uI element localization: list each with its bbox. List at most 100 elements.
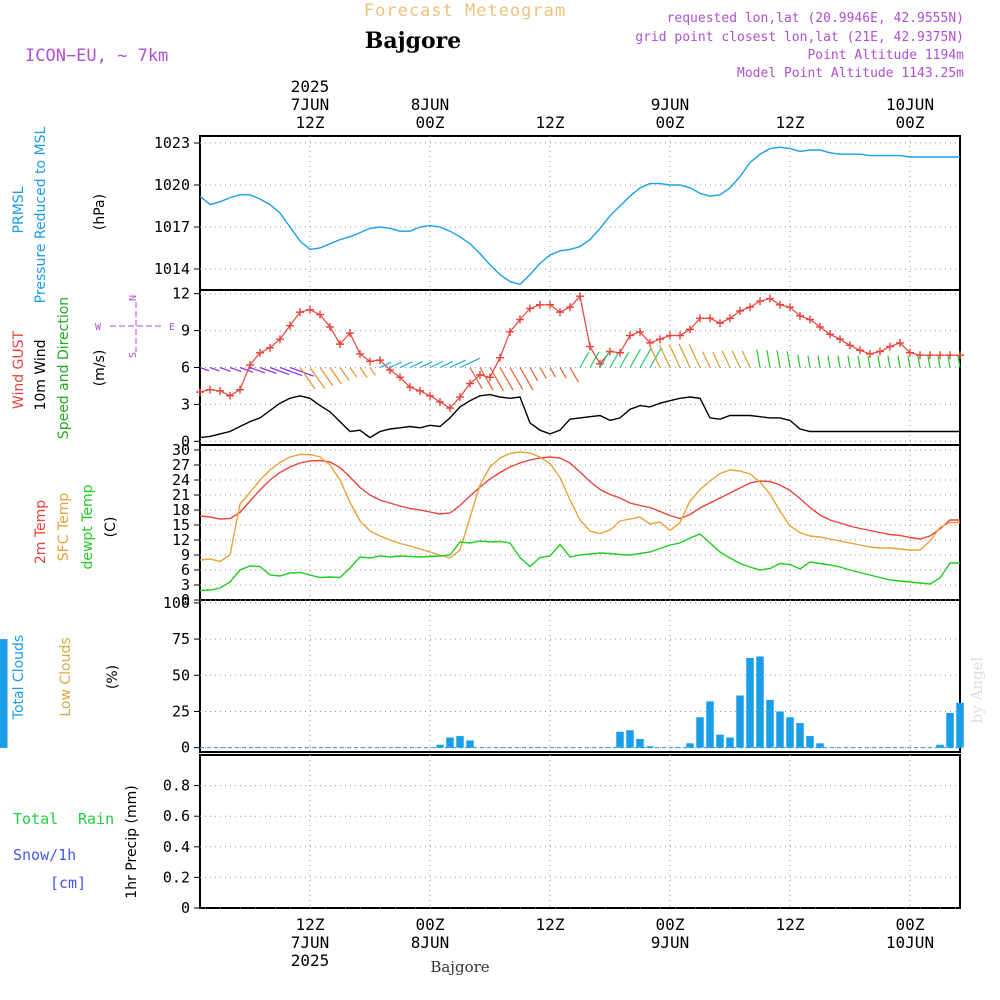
total-cloud-bar (636, 738, 644, 748)
wind-arrow (712, 351, 721, 368)
wind-arrow (329, 367, 342, 385)
total-cloud-bar (466, 740, 474, 748)
gust-marker (216, 386, 224, 395)
x-tick-label-bottom: 10JUN (886, 933, 934, 952)
x-tick-label-top: 12Z (536, 113, 565, 132)
wind-arrow (359, 367, 368, 379)
y-tick-label: 1020 (154, 176, 190, 194)
total-cloud-bar (766, 699, 774, 748)
x-tick-label-top: 00Z (656, 113, 685, 132)
wind-arrow (639, 347, 652, 368)
total-cloud-bar (736, 695, 744, 748)
wind-arrow (309, 367, 326, 389)
panel-frame-pressure (199, 135, 961, 291)
wind-arrow (339, 367, 350, 381)
wind-arrow (678, 343, 691, 368)
clouds-unit: (%) (105, 665, 121, 689)
wind-arrow (937, 355, 941, 368)
total-cloud-bar (806, 736, 814, 748)
wind-arrow (827, 355, 831, 368)
total-cloud-bar (456, 736, 464, 748)
wind-arrow (519, 367, 534, 391)
gust-marker (686, 325, 694, 334)
y-tick-label: 6 (181, 359, 190, 377)
compass-n: N (128, 295, 139, 301)
snow-label: Snow/1h (13, 846, 76, 864)
y-tick-label: 21 (172, 486, 190, 504)
wind-direction-label: Speed and Direction (56, 297, 72, 439)
total-cloud-bar (446, 737, 454, 748)
model-label: ICON−EU, ~ 7km (25, 46, 168, 66)
total-cloud-bar (686, 743, 694, 748)
y-tick-label: 0 (181, 591, 190, 609)
wind-arrow (319, 367, 334, 387)
x-tick-label-top: 7JUN (291, 95, 330, 114)
wind-arrow (509, 367, 524, 390)
x-tick-label-top: 12Z (776, 113, 805, 132)
wind-arrow (756, 349, 761, 368)
gust-marker (336, 340, 344, 349)
gust-marker (616, 348, 624, 357)
x-tick-label-bottom: 12Z (536, 915, 565, 934)
y-tick-label: 1017 (154, 218, 190, 236)
y-tick-label: 0.6 (163, 807, 190, 825)
gust-marker (416, 386, 424, 395)
gust-marker (656, 335, 664, 344)
y-tick-label: 18 (172, 501, 190, 519)
gust-marker (886, 342, 894, 351)
gust-marker (796, 311, 804, 320)
gust-marker (716, 319, 724, 328)
gust-marker (456, 393, 464, 402)
gust-marker (256, 348, 264, 357)
x-tick-label-top: 12Z (296, 113, 325, 132)
wind-label: 10m Wind (33, 339, 49, 410)
wind-arrow (688, 344, 701, 368)
wind-arrow (649, 345, 661, 368)
wind-arrow (807, 355, 811, 368)
y-tick-label: 12 (172, 285, 190, 303)
total-cloud-bar (946, 712, 954, 748)
series-layer (0, 146, 964, 909)
gust-marker (346, 329, 354, 338)
grid-point-coords: grid point closest lon,lat (21E, 42.9375… (635, 30, 964, 45)
gust-marker (676, 331, 684, 340)
wind-arrow (629, 349, 642, 368)
gust-marker (736, 306, 744, 315)
wind-arrow (559, 367, 567, 379)
wind-arrow (539, 367, 547, 379)
gust-marker (476, 370, 484, 379)
wind-arrow (199, 366, 210, 372)
wind-arrow (479, 367, 494, 391)
gust-marker (546, 300, 554, 309)
panel-frames (199, 135, 961, 909)
gust-marker (326, 322, 334, 331)
gust-marker (806, 315, 814, 324)
chart-title: Forecast Meteogram (364, 1, 566, 21)
wind-arrow (867, 355, 871, 368)
x-tick-label-bottom: 2025 (291, 951, 330, 970)
total-label: Total (13, 810, 58, 828)
wind-arrow (947, 355, 951, 368)
wind-arrow (239, 366, 254, 373)
wind-arrow (549, 367, 557, 378)
wind-arrow (399, 361, 413, 369)
gust-marker (636, 327, 644, 336)
gust-marker (396, 373, 404, 382)
gust-marker (606, 347, 614, 356)
wind-arrow (797, 354, 801, 368)
wind-arrow (429, 360, 444, 369)
wind-arrow (599, 351, 610, 368)
gust-marker (466, 379, 474, 388)
wind-arrow (907, 355, 911, 368)
gust-marker (646, 338, 654, 347)
gust-marker (896, 338, 904, 347)
total-cloud-bar (776, 711, 784, 748)
wind-arrow (389, 361, 403, 369)
gust-marker (376, 356, 384, 365)
wind-arrow (229, 366, 242, 373)
wind-arrow (847, 355, 851, 368)
total-cloud-bar (756, 656, 764, 748)
wind-arrow (249, 366, 266, 374)
gust-marker (776, 300, 784, 309)
gust-marker (666, 331, 674, 340)
